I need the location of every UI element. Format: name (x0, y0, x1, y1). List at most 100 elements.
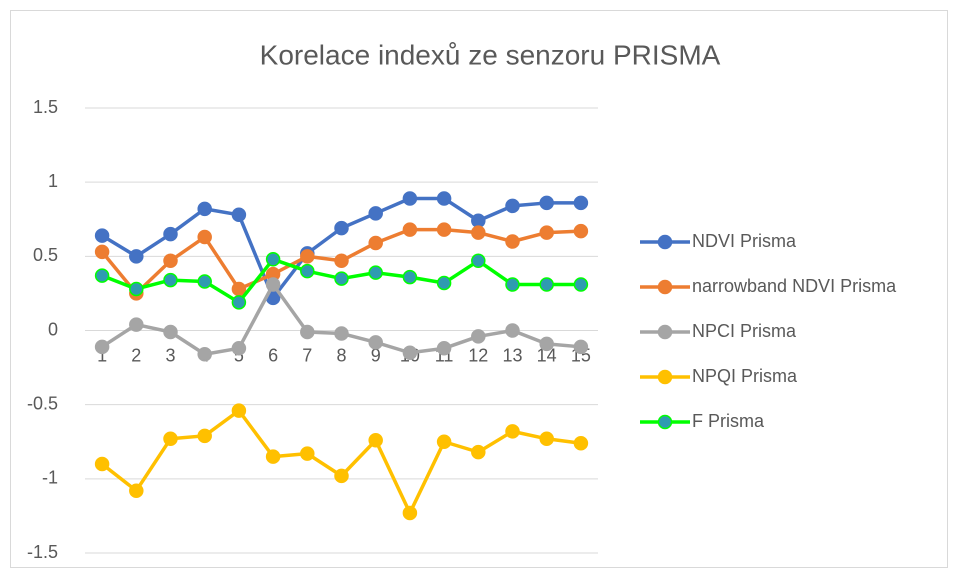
data-point (573, 339, 589, 355)
legend-label: F Prisma (692, 411, 765, 431)
data-point (300, 263, 315, 279)
data-point (539, 195, 554, 211)
data-point (334, 271, 349, 286)
data-point (334, 220, 349, 236)
data-point (300, 324, 315, 340)
data-point (94, 268, 110, 283)
data-point (197, 201, 212, 217)
x-tick-label: 8 (336, 345, 346, 365)
y-tick-label: 1 (48, 171, 58, 191)
data-point (539, 277, 554, 292)
data-point (505, 277, 520, 292)
data-point (265, 277, 281, 292)
data-point (300, 249, 315, 264)
data-point (402, 191, 418, 206)
data-point (539, 225, 554, 240)
data-point (436, 275, 452, 291)
y-tick-label: 1.5 (33, 97, 58, 117)
data-point (231, 281, 247, 297)
data-point (402, 505, 418, 521)
data-point (539, 336, 554, 352)
data-point (94, 339, 110, 355)
data-point (129, 249, 144, 264)
x-tick-label: 12 (468, 345, 488, 365)
y-tick-label: 0.5 (33, 245, 58, 265)
chart-title: Korelace indexů ze senzoru PRISMA (260, 39, 721, 70)
data-point (573, 223, 589, 239)
data-point (163, 253, 178, 269)
x-tick-label: 14 (537, 345, 557, 365)
data-point (436, 222, 452, 237)
data-point (471, 444, 486, 460)
data-point (197, 274, 212, 289)
data-point (436, 341, 452, 356)
x-tick-label: 6 (268, 345, 278, 365)
legend-marker (657, 279, 673, 295)
data-point (334, 326, 349, 341)
data-point (163, 272, 178, 288)
x-tick-label: 3 (165, 345, 175, 365)
data-point (231, 341, 247, 356)
data-point (197, 428, 212, 444)
data-point (368, 206, 383, 221)
data-point (471, 329, 486, 344)
legend-label: NPQI Prisma (692, 366, 798, 386)
data-point (368, 335, 383, 350)
data-point (368, 235, 383, 251)
y-tick-label: -1.5 (27, 542, 58, 562)
x-tick-label: 13 (502, 345, 522, 365)
data-point (334, 468, 349, 484)
y-tick-label: -0.5 (27, 393, 58, 413)
data-point (573, 435, 589, 451)
data-point (436, 434, 452, 449)
legend-label: narrowband NDVI Prisma (692, 276, 897, 296)
legend-label: NPCI Prisma (692, 321, 797, 341)
data-point (334, 253, 349, 269)
legend-marker (657, 414, 673, 430)
x-tick-label: 9 (371, 345, 381, 365)
chart-border (10, 10, 948, 568)
data-point (539, 431, 554, 447)
legend-marker (657, 234, 673, 250)
data-point (94, 228, 110, 243)
data-point (368, 265, 383, 280)
data-point (163, 324, 178, 340)
data-point (505, 198, 520, 214)
data-point (94, 244, 110, 260)
y-tick-label: 0 (48, 319, 58, 339)
data-point (197, 229, 212, 245)
data-point (163, 226, 178, 242)
data-point (129, 483, 144, 498)
data-point (471, 253, 486, 269)
data-point (94, 456, 110, 472)
x-tick-label: 1 (97, 345, 107, 365)
data-point (163, 431, 178, 447)
data-point (129, 317, 144, 332)
data-point (573, 195, 589, 211)
data-point (573, 277, 589, 292)
data-point (505, 234, 520, 249)
legend-marker (657, 369, 673, 385)
data-point (402, 222, 418, 237)
data-point (231, 207, 247, 223)
data-point (402, 345, 418, 360)
x-tick-label: 2 (131, 345, 141, 365)
data-point (471, 225, 486, 240)
data-point (129, 281, 144, 297)
x-tick-label: 7 (302, 345, 312, 365)
data-point (505, 323, 520, 338)
data-point (300, 446, 315, 461)
data-point (402, 269, 418, 285)
data-point (231, 295, 247, 310)
data-point (505, 424, 520, 439)
data-point (265, 449, 281, 464)
legend-label: NDVI Prisma (692, 231, 797, 251)
legend-marker (657, 324, 673, 340)
data-point (368, 433, 383, 448)
data-point (436, 191, 452, 206)
data-point (265, 252, 281, 267)
y-tick-label: -1 (42, 468, 58, 488)
data-point (231, 403, 247, 418)
